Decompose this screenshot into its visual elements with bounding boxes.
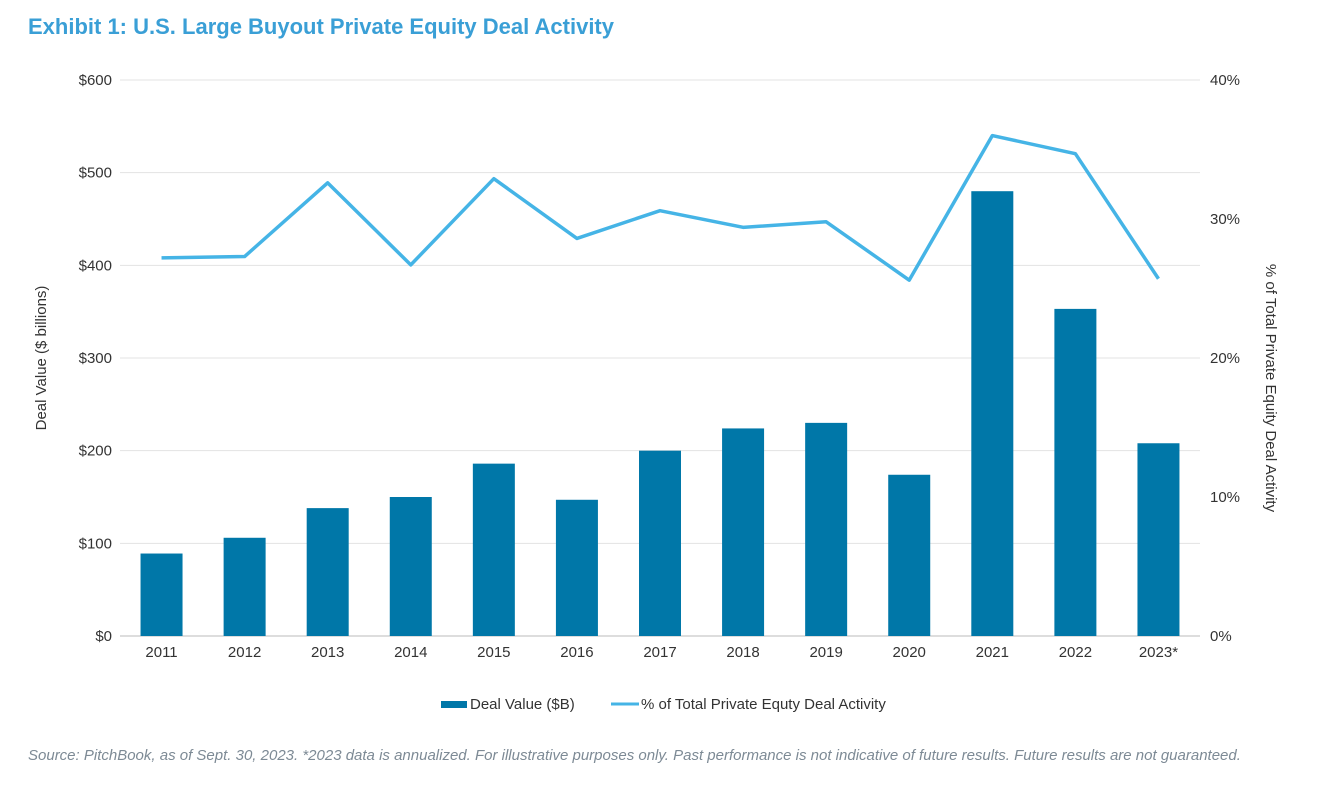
bar-2020: [888, 474, 931, 636]
y2-tick-label: 10%: [1210, 489, 1240, 506]
x-tick-label: 2023*: [1139, 644, 1178, 661]
bar-2012: [223, 537, 266, 636]
bar-2015: [472, 463, 515, 636]
y-tick-label: $200: [79, 443, 112, 460]
chart-title: Exhibit 1: U.S. Large Buyout Private Equ…: [28, 14, 614, 39]
y-tick-label: $0: [95, 628, 112, 645]
y-tick-label: $100: [79, 535, 112, 552]
x-tick-label: 2020: [893, 644, 926, 661]
bar-2017: [639, 450, 681, 636]
y-axis-label: Deal Value ($ billions): [33, 286, 50, 431]
bar-2021: [971, 191, 1014, 636]
y2-tick-label: 20%: [1210, 350, 1240, 367]
x-tick-label: 2018: [726, 644, 759, 661]
y2-tick-label: 30%: [1210, 211, 1240, 228]
x-tick-label: 2017: [643, 644, 676, 661]
x-tick-label: 2015: [477, 644, 510, 661]
bar-2019: [805, 422, 848, 636]
x-tick-label: 2012: [228, 644, 261, 661]
y2-tick-label: 40%: [1210, 72, 1240, 89]
x-tick-label: 2013: [311, 644, 344, 661]
y-tick-label: $600: [79, 72, 112, 89]
y-tick-label: $400: [79, 257, 112, 274]
x-tick-label: 2016: [560, 644, 593, 661]
bar-2023*: [1137, 443, 1180, 636]
bar-2011: [140, 553, 183, 636]
x-tick-label: 2022: [1059, 644, 1092, 661]
y-tick-label: $500: [79, 165, 112, 182]
x-tick-label: 2019: [809, 644, 842, 661]
legend-label-deal-value: Deal Value ($B): [470, 696, 575, 713]
bar-2016: [555, 499, 598, 636]
x-tick-label: 2014: [394, 644, 427, 661]
bar-2014: [389, 497, 432, 636]
legend-bar-swatch: [441, 701, 467, 708]
source-note: Source: PitchBook, as of Sept. 30, 2023.…: [28, 747, 1241, 764]
bar-2013: [306, 508, 349, 636]
bar-2018: [722, 428, 765, 636]
y2-tick-label: 0%: [1210, 628, 1232, 645]
y-tick-label: $300: [79, 350, 112, 367]
x-tick-label: 2021: [976, 644, 1009, 661]
legend-label-pct: % of Total Private Equty Deal Activity: [641, 696, 886, 713]
y2-axis-label: % of Total Private Equity Deal Activity: [1262, 264, 1279, 513]
x-tick-label: 2011: [145, 644, 177, 661]
bar-2022: [1054, 308, 1097, 636]
